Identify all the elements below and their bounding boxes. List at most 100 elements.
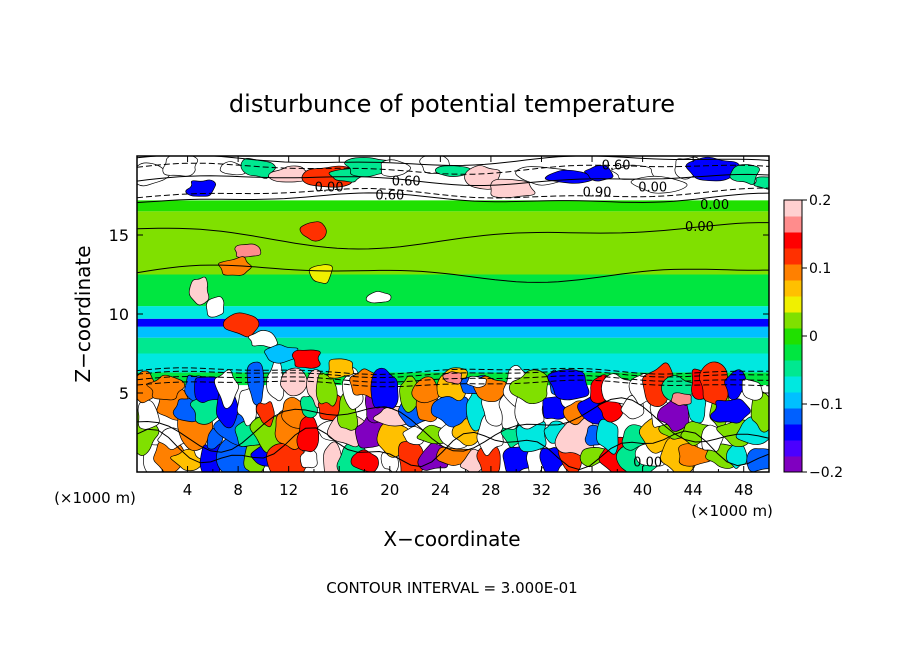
contour-negative: [137, 187, 769, 199]
colorbar-swatch: [784, 376, 802, 393]
colorbar-swatch: [784, 312, 802, 329]
x-tick-label: 44: [684, 481, 703, 499]
colorbar-tick-label: −0.2: [809, 465, 843, 481]
contour-label: 0.00: [638, 181, 667, 196]
field-band: [137, 337, 769, 354]
upper-patch: [630, 175, 688, 194]
colorbar-tick-label: −0.1: [809, 397, 843, 413]
y-axis-label: Z−coordinate: [71, 245, 95, 382]
disturbance-patch: [264, 344, 299, 364]
colorbar-swatch: [784, 360, 802, 377]
field-band: [137, 306, 769, 319]
turbulent-patch: [678, 443, 715, 467]
colorbar-swatch: [784, 296, 802, 313]
colorbar-tick-label: 0: [809, 329, 818, 345]
contour-negative: [137, 367, 769, 375]
upper-patch: [380, 159, 411, 177]
disturbance-patch: [188, 276, 210, 306]
disturbance-patch: [466, 375, 487, 388]
y-tick-label: 15: [109, 226, 129, 245]
contour-label: 0.00: [700, 198, 729, 213]
turbulent-patch: [146, 374, 186, 401]
contour-negative: [137, 162, 769, 175]
x-tick-label: 24: [431, 481, 450, 499]
x-tick-label: 8: [233, 481, 243, 499]
y-axis-ticks: 5 10 15: [109, 226, 769, 403]
colorbar-swatch: [784, 248, 802, 265]
x-tick-label: 4: [183, 481, 193, 499]
upper-patch: [162, 156, 199, 177]
contour-negative: [137, 370, 769, 379]
disturbance-patch: [308, 264, 333, 284]
x-tick-label: 36: [582, 481, 601, 499]
colorbar-swatch: [784, 264, 802, 281]
x-tick-label: 12: [279, 481, 298, 499]
color-patches: [137, 156, 769, 472]
x-tick-label: 20: [380, 481, 399, 499]
disturbance-patch: [670, 392, 692, 406]
disturbance-patch: [291, 349, 321, 369]
x-tick-label: 40: [633, 481, 652, 499]
colorbar: 0.2 0.1 0 −0.1 −0.2: [783, 193, 843, 481]
colorbar-swatch: [784, 328, 802, 345]
turbulent-patch: [255, 401, 275, 428]
turbulent-patch: [411, 376, 440, 404]
contour-positive: [137, 173, 769, 186]
contour-label: 0.60: [375, 189, 404, 204]
colorbar-swatch: [784, 344, 802, 361]
field-band: [137, 318, 769, 327]
contour-positive: [137, 264, 769, 283]
field-band: [137, 326, 769, 338]
contour-negative: [137, 379, 769, 388]
upper-patch: [753, 176, 769, 190]
field-band: [137, 274, 769, 307]
plot-area: [137, 156, 769, 472]
y-tick-label: 5: [119, 384, 129, 403]
x-tick-label: 16: [330, 481, 349, 499]
chart-title: disturbunce of potential temperature: [229, 90, 675, 118]
contour-positive: [137, 397, 769, 453]
turbulent-patch: [741, 378, 763, 401]
contour-positive: [137, 156, 769, 167]
contour-interval-note: CONTOUR INTERVAL = 3.000E-01: [326, 579, 577, 597]
contour-label: 0.00: [315, 181, 344, 196]
x-axis-label: X−coordinate: [383, 527, 520, 551]
contour-label: 0.60: [602, 158, 631, 173]
field-band: [137, 200, 769, 212]
contour-positive: [137, 222, 769, 250]
colorbar-swatch: [784, 232, 802, 249]
upper-patch: [584, 165, 614, 182]
colorbar-swatch: [784, 200, 802, 217]
turbulent-patch: [547, 369, 590, 401]
turbulent-patch: [280, 367, 308, 397]
turbulent-patch: [698, 361, 729, 406]
x-tick-label: 28: [481, 481, 500, 499]
colorbar-tick-label: 0.2: [809, 193, 831, 209]
x-unit-label-right: (×1000 m): [691, 502, 773, 520]
upper-patch: [490, 178, 536, 199]
contour-labels: 0.600.00 0.600.60 0.90 0.000.000.000.00: [315, 158, 729, 470]
colorbar-swatch: [784, 424, 802, 441]
colorbar-swatch: [784, 280, 802, 297]
disturbance-patch: [365, 291, 392, 304]
y-tick-label: 10: [109, 305, 129, 324]
colorbar-swatch: [784, 408, 802, 425]
turbulent-patch: [370, 367, 399, 410]
x-tick-label: 48: [734, 481, 753, 499]
disturbance-patch: [234, 243, 262, 258]
colorbar-swatch: [784, 216, 802, 233]
contour-positive: [137, 427, 769, 471]
disturbance-patch: [205, 296, 225, 318]
contour-positive: [137, 192, 769, 204]
contour-lines: [137, 156, 769, 471]
contour-label: 0.00: [685, 220, 714, 235]
colorbar-swatch: [784, 392, 802, 409]
contour-negative: [137, 375, 769, 383]
colorbar-swatch: [784, 440, 802, 457]
contour-label: 0.90: [583, 185, 612, 200]
colorbar-tick-label: 0.1: [809, 261, 831, 277]
colorbar-swatch: [784, 456, 802, 473]
x-unit-label: (×1000 m): [54, 489, 136, 507]
contour-label: 0.60: [392, 174, 421, 189]
